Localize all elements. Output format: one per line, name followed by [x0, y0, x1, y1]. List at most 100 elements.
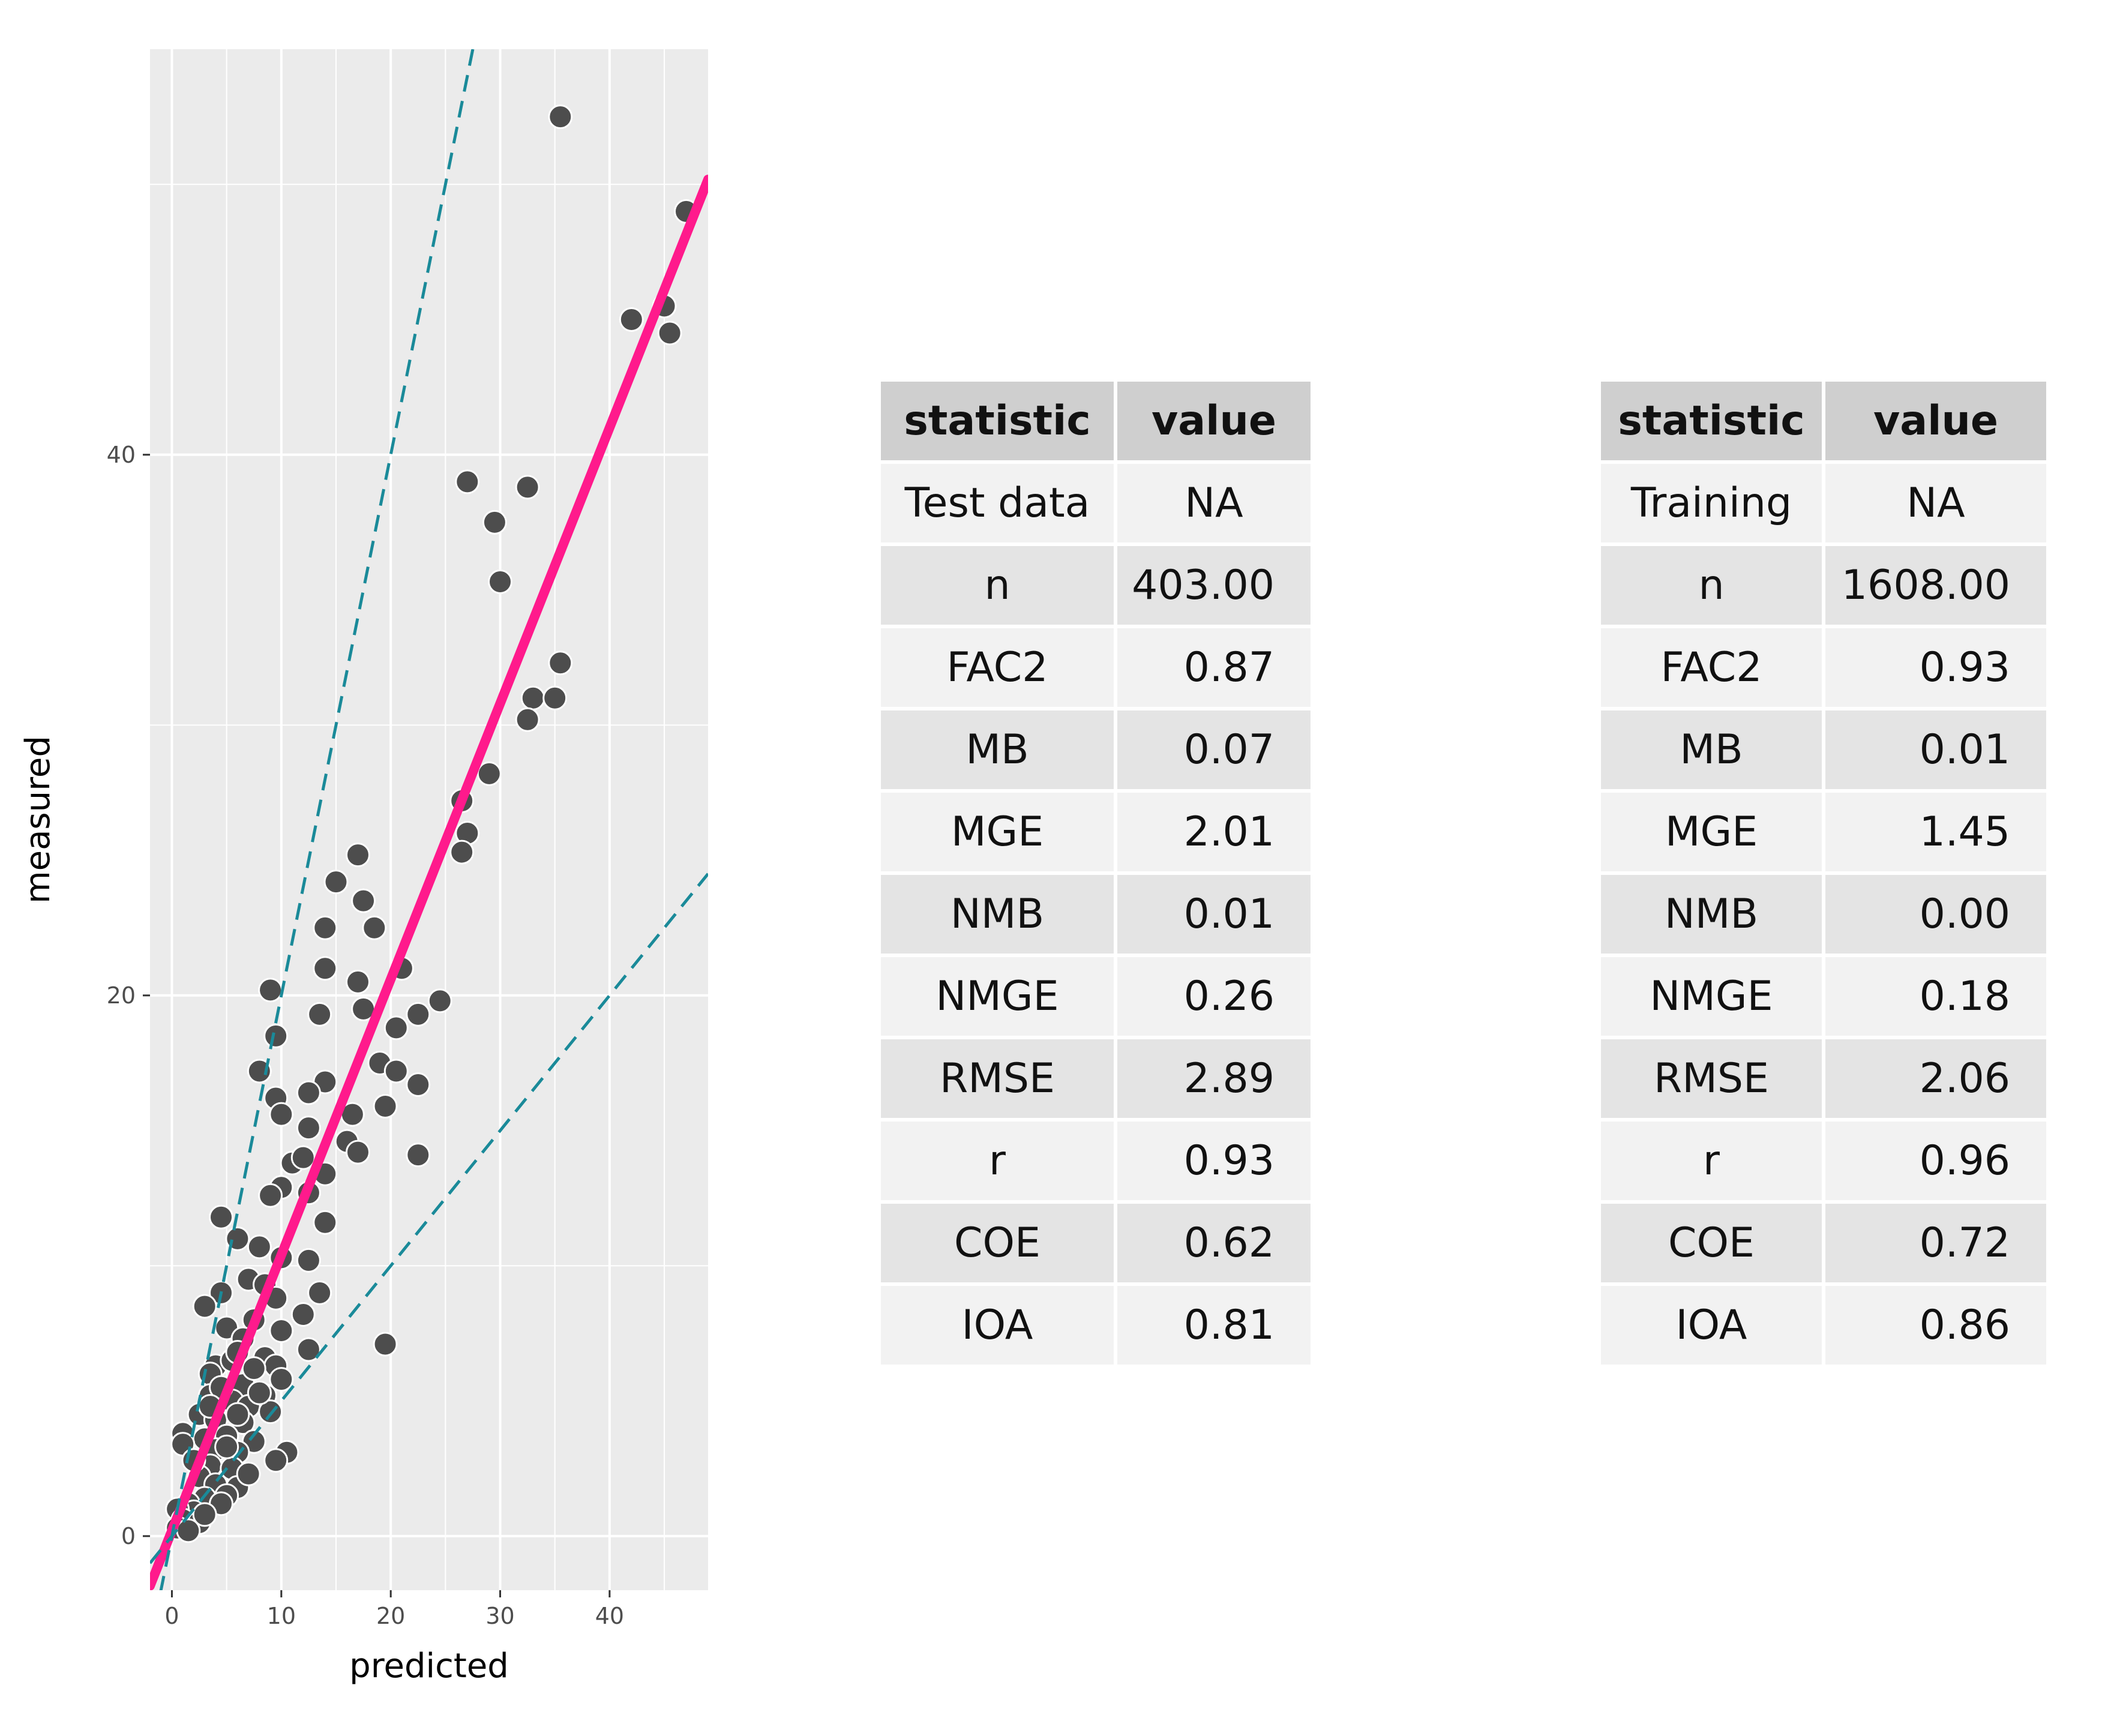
data-point: [548, 650, 573, 676]
data-point: [290, 1302, 316, 1327]
table-row: n 403.00: [881, 546, 1311, 625]
data-point: [263, 1448, 289, 1473]
data-point: [449, 839, 475, 865]
data-point: [542, 685, 568, 710]
data-point: [427, 988, 452, 1014]
value-cell: 0.96: [1825, 1122, 2046, 1200]
statistic-cell: COE: [881, 1204, 1114, 1282]
header-statistic: statistic: [1601, 382, 1822, 460]
value-cell: 1.45: [1825, 793, 2046, 871]
data-point: [313, 915, 338, 940]
value-cell: 0.18: [1825, 957, 2046, 1036]
value-cell: 403.00: [1117, 546, 1311, 625]
value-cell: 1608.00: [1825, 546, 2046, 625]
scatter-plot: 0 10 20 30 40 0 20 40 predicted measured: [19, 49, 708, 1686]
statistic-cell: NMGE: [1601, 957, 1822, 1036]
data-point: [258, 1183, 283, 1208]
table-row: MB 0.01: [1601, 710, 2046, 789]
statistic-cell: Training: [1601, 464, 1822, 542]
data-point: [455, 469, 480, 494]
data-point: [296, 1337, 321, 1362]
data-point: [247, 1380, 272, 1405]
data-point: [406, 1143, 431, 1168]
value-cell: NA: [1117, 464, 1311, 542]
value-cell: 0.72: [1825, 1204, 2046, 1282]
table-row: IOA 0.86: [1601, 1286, 2046, 1365]
data-point: [269, 1367, 294, 1392]
value-cell: 0.26: [1117, 957, 1311, 1036]
value-cell: NA: [1825, 464, 2046, 542]
y-tick-label: 40: [107, 442, 136, 468]
data-point: [476, 761, 502, 786]
x-axis-title: predicted: [349, 1647, 509, 1686]
table-row: COE 0.62: [881, 1204, 1311, 1282]
statistic-cell: NMB: [1601, 875, 1822, 954]
statistic-cell: MB: [881, 710, 1114, 789]
table-row: IOA 0.81: [881, 1286, 1311, 1365]
statistic-cell: r: [881, 1122, 1114, 1200]
data-point: [192, 1294, 217, 1319]
x-tick-label: 20: [376, 1603, 405, 1629]
statistic-cell: IOA: [1601, 1286, 1822, 1365]
statistic-cell: MGE: [881, 793, 1114, 871]
data-point: [307, 1002, 332, 1027]
data-point: [269, 1102, 294, 1127]
statistic-cell: RMSE: [881, 1039, 1114, 1118]
data-point: [225, 1402, 250, 1427]
fac2-dashed-line: [150, 873, 708, 1564]
table-row: COE 0.72: [1601, 1204, 2046, 1282]
test-data-stats-table: statistic value Test data NA n 403.00 FAC2 0.…: [877, 378, 1314, 1368]
statistic-cell: RMSE: [1601, 1039, 1822, 1118]
data-point: [515, 475, 540, 500]
x-tick-label: 30: [485, 1603, 514, 1629]
data-point: [548, 104, 573, 130]
fac2-dashed-line: [159, 49, 475, 1590]
table-row: NMB 0.00: [1601, 875, 2046, 954]
table-row: RMSE 2.89: [881, 1039, 1311, 1118]
table-row: FAC2 0.87: [881, 628, 1311, 707]
statistic-cell: n: [1601, 546, 1822, 625]
data-point: [296, 1080, 321, 1105]
data-point: [209, 1204, 234, 1230]
data-point: [383, 1059, 409, 1084]
header-value: value: [1117, 382, 1311, 460]
x-tick-label: 40: [595, 1603, 624, 1629]
reference-lines: [150, 49, 708, 1590]
table-row: r 0.96: [1601, 1122, 2046, 1200]
y-tick-label: 0: [121, 1523, 136, 1549]
data-point: [296, 1116, 321, 1141]
data-point: [345, 842, 370, 868]
data-point: [373, 1332, 398, 1357]
value-cell: 2.01: [1117, 793, 1311, 871]
value-cell: 0.81: [1117, 1286, 1311, 1365]
data-point: [515, 707, 540, 732]
data-point: [307, 1280, 332, 1305]
statistic-cell: MGE: [1601, 793, 1822, 871]
x-tick-label: 0: [164, 1603, 179, 1629]
value-cell: 2.89: [1117, 1039, 1311, 1118]
value-cell: 2.06: [1825, 1039, 2046, 1118]
data-point: [313, 1210, 338, 1235]
table-row: n 1608.00: [1601, 546, 2046, 625]
value-cell: 0.00: [1825, 875, 2046, 954]
value-cell: 0.93: [1117, 1122, 1311, 1200]
table-row: Training NA: [1601, 464, 2046, 542]
table-row: MGE 2.01: [881, 793, 1311, 871]
data-point: [657, 320, 682, 346]
value-cell: 0.87: [1117, 628, 1311, 707]
table-row: MB 0.07: [881, 710, 1311, 789]
table-row: MGE 1.45: [1601, 793, 2046, 871]
data-point: [383, 1015, 409, 1041]
statistic-cell: NMGE: [881, 957, 1114, 1036]
data-point: [406, 1002, 431, 1027]
data-point: [362, 915, 387, 940]
header-statistic: statistic: [881, 382, 1114, 460]
data-point: [192, 1502, 217, 1527]
data-point: [345, 1140, 370, 1165]
statistic-cell: FAC2: [1601, 628, 1822, 707]
value-cell: 0.01: [1825, 710, 2046, 789]
data-point: [241, 1356, 266, 1381]
data-point: [520, 685, 545, 710]
data-point: [247, 1234, 272, 1260]
table-row: FAC2 0.93: [1601, 628, 2046, 707]
